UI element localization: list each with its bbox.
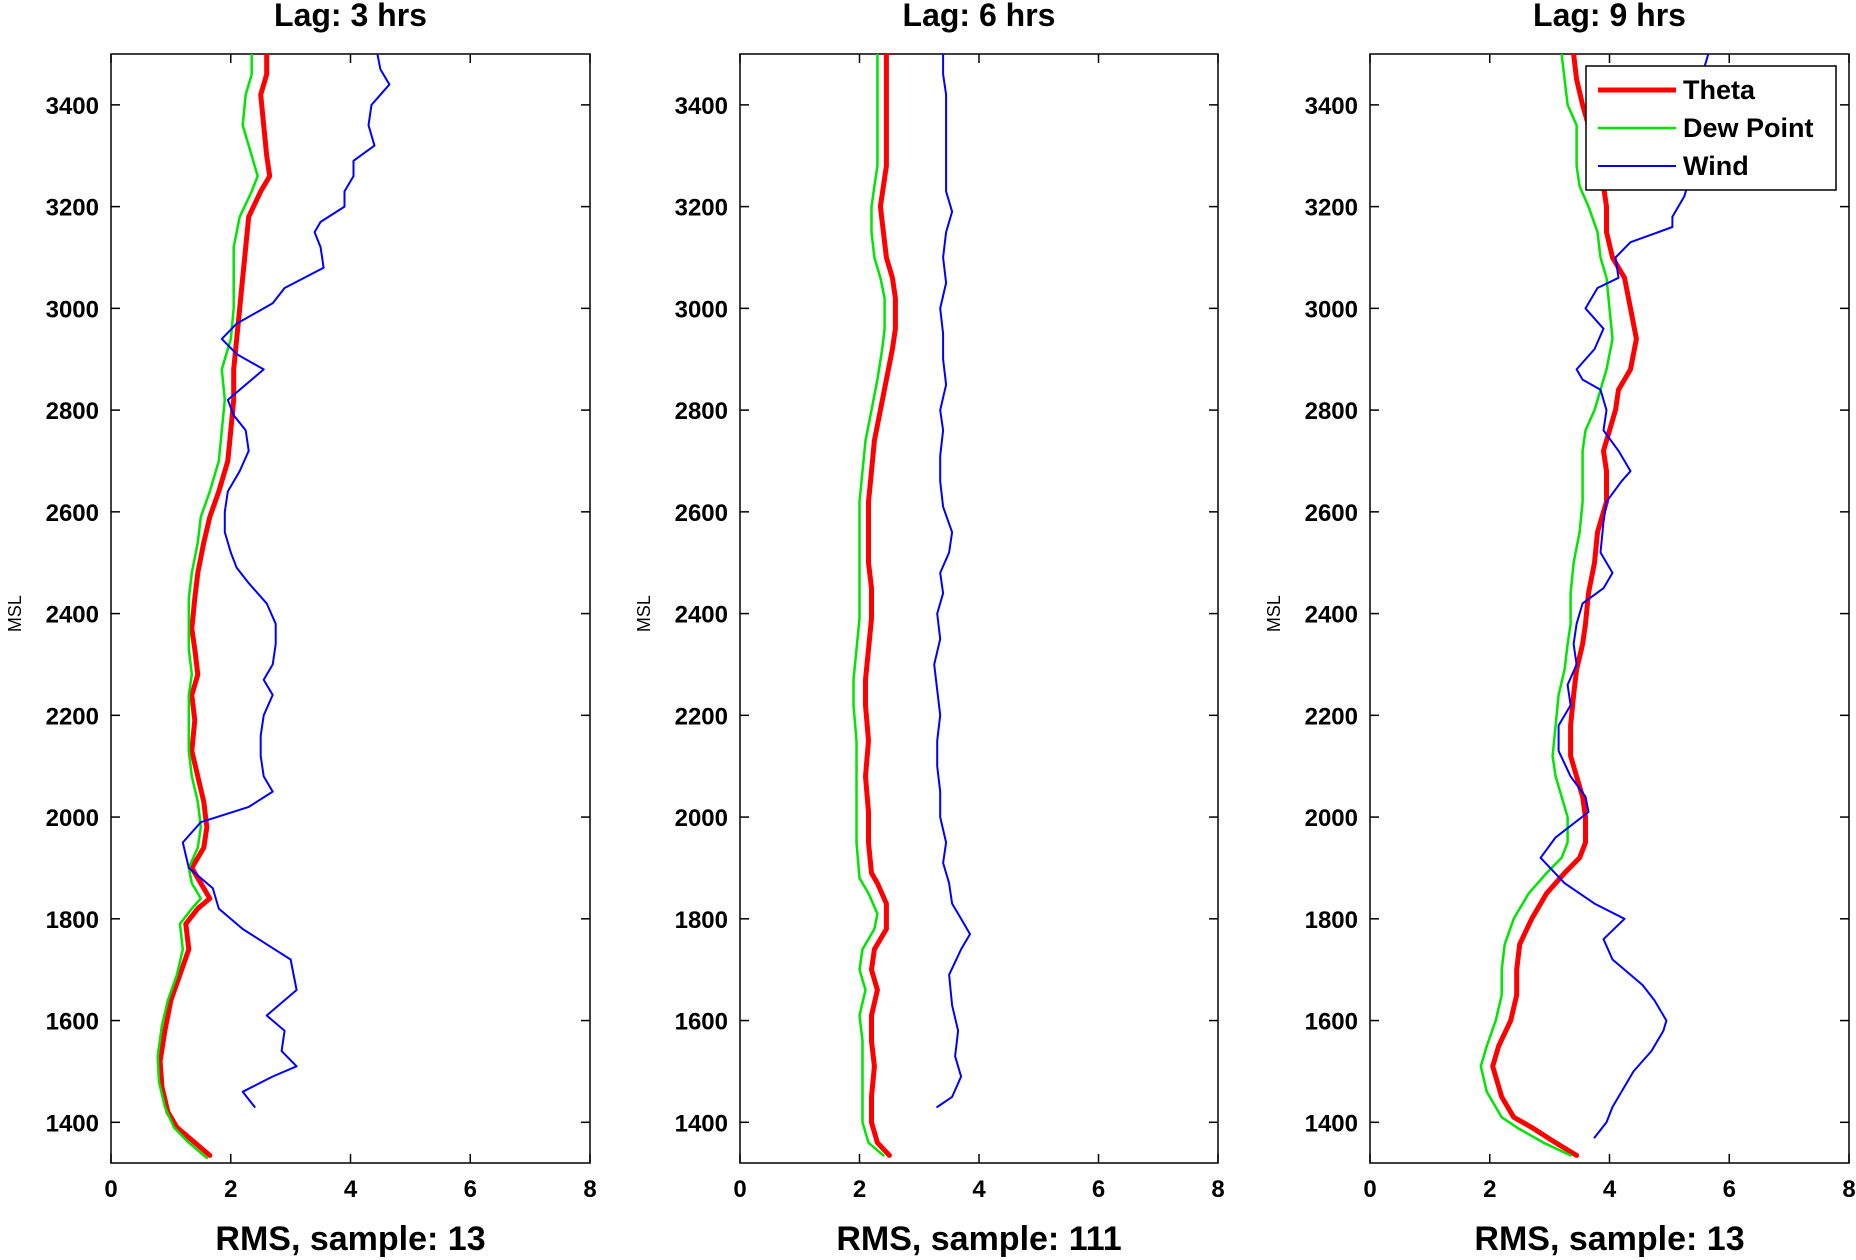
series-group [156, 54, 391, 1160]
y-tick-label: 3400 [1305, 93, 1358, 120]
y-axis-label: MSL [1264, 595, 1284, 632]
y-tick-label: 2200 [46, 703, 99, 730]
x-tick-label: 6 [464, 1176, 477, 1203]
x-tick-label: 0 [1363, 1176, 1376, 1203]
y-tick-label: 1800 [1305, 907, 1358, 934]
y-tick-label: 2800 [675, 398, 728, 425]
chart-title: Lag: 3 hrs [274, 0, 427, 33]
x-tick-label: 4 [1603, 1176, 1617, 1203]
x-tick-label: 8 [1842, 1176, 1855, 1203]
chart-title: Lag: 6 hrs [903, 0, 1056, 33]
x-tick-label: 2 [224, 1176, 237, 1203]
plot-frame [110, 53, 591, 1164]
y-tick-label: 3400 [675, 93, 728, 120]
y-tick-label: 3000 [1305, 296, 1358, 323]
y-tick-label: 1800 [675, 907, 728, 934]
y-tick-label: 2800 [1305, 398, 1358, 425]
x-tick-label: 6 [1092, 1176, 1105, 1203]
plot-frame [1369, 53, 1850, 1164]
series-group [852, 54, 971, 1158]
y-tick-label: 2000 [1305, 805, 1358, 832]
plot-frame [739, 53, 1219, 1164]
y-tick-label: 1600 [46, 1009, 99, 1036]
series-line-theta [863, 54, 898, 1158]
panel-1: 0 2 4 6 8 1400 1600 1800 2000 2200 2400 2600 2800 300… [5, 0, 597, 1258]
legend-label: Dew Point [1683, 113, 1814, 143]
y-tick-label: 2400 [675, 602, 728, 629]
series-group [1479, 54, 1710, 1158]
y-tick-label: 2000 [46, 805, 99, 832]
y-tick-label: 3400 [46, 93, 99, 120]
x-tick-label: 2 [853, 1176, 866, 1203]
x-tick-label: 4 [344, 1176, 358, 1203]
y-tick-label: 3000 [675, 296, 728, 323]
y-tick-label: 2600 [46, 500, 99, 527]
y-tick-label: 2400 [1305, 602, 1358, 629]
y-tick-label: 1400 [675, 1110, 728, 1137]
y-axis-label: MSL [5, 595, 25, 632]
x-tick-label: 8 [1211, 1176, 1224, 1203]
series-line-dew-point [1479, 54, 1614, 1157]
y-tick-label: 3200 [1305, 195, 1358, 222]
y-tick-label: 2600 [675, 500, 728, 527]
legend-label: Theta [1683, 75, 1756, 105]
x-tick-label: 4 [972, 1176, 986, 1203]
x-axis-label: RMS, sample: 13 [1474, 1220, 1744, 1258]
series-line-wind [1539, 54, 1710, 1139]
x-tick-label: 0 [733, 1176, 746, 1203]
y-tick-label: 1800 [46, 907, 99, 934]
x-tick-label: 8 [583, 1176, 596, 1203]
y-tick-label: 2400 [46, 602, 99, 629]
y-tick-label: 2200 [1305, 703, 1358, 730]
series-line-dew-point [156, 54, 259, 1160]
series-line-theta [1490, 54, 1639, 1158]
y-tick-label: 3200 [46, 195, 99, 222]
x-tick-label: 6 [1723, 1176, 1736, 1203]
y-tick-label: 1400 [46, 1110, 99, 1137]
series-line-dew-point [852, 54, 886, 1157]
y-tick-label: 2000 [675, 805, 728, 832]
y-tick-label: 1600 [675, 1009, 728, 1036]
series-line-theta [157, 54, 273, 1158]
x-tick-label: 0 [104, 1176, 117, 1203]
x-axis-label: RMS, sample: 13 [215, 1220, 485, 1258]
legend-label: Wind [1683, 151, 1749, 181]
y-tick-label: 2800 [46, 398, 99, 425]
series-line-wind [933, 54, 971, 1108]
x-axis-label: RMS, sample: 111 [836, 1220, 1121, 1258]
panel-2: 0 2 4 6 8 1400 1600 1800 2000 2200 2400 2600 2800 300… [634, 0, 1225, 1258]
legend: Theta Dew Point Wind [1585, 65, 1837, 191]
y-tick-label: 2200 [675, 703, 728, 730]
series-line-wind [181, 54, 391, 1108]
y-tick-label: 3000 [46, 296, 99, 323]
panel-3: 0 2 4 6 8 1400 1600 1800 2000 2200 2400 2600 2800 300… [1264, 0, 1856, 1258]
y-tick-label: 3200 [675, 195, 728, 222]
y-tick-label: 1600 [1305, 1009, 1358, 1036]
x-tick-label: 2 [1483, 1176, 1496, 1203]
y-axis-label: MSL [634, 595, 654, 632]
chart-title: Lag: 9 hrs [1533, 0, 1686, 33]
y-tick-label: 2600 [1305, 500, 1358, 527]
y-tick-label: 1400 [1305, 1110, 1358, 1137]
